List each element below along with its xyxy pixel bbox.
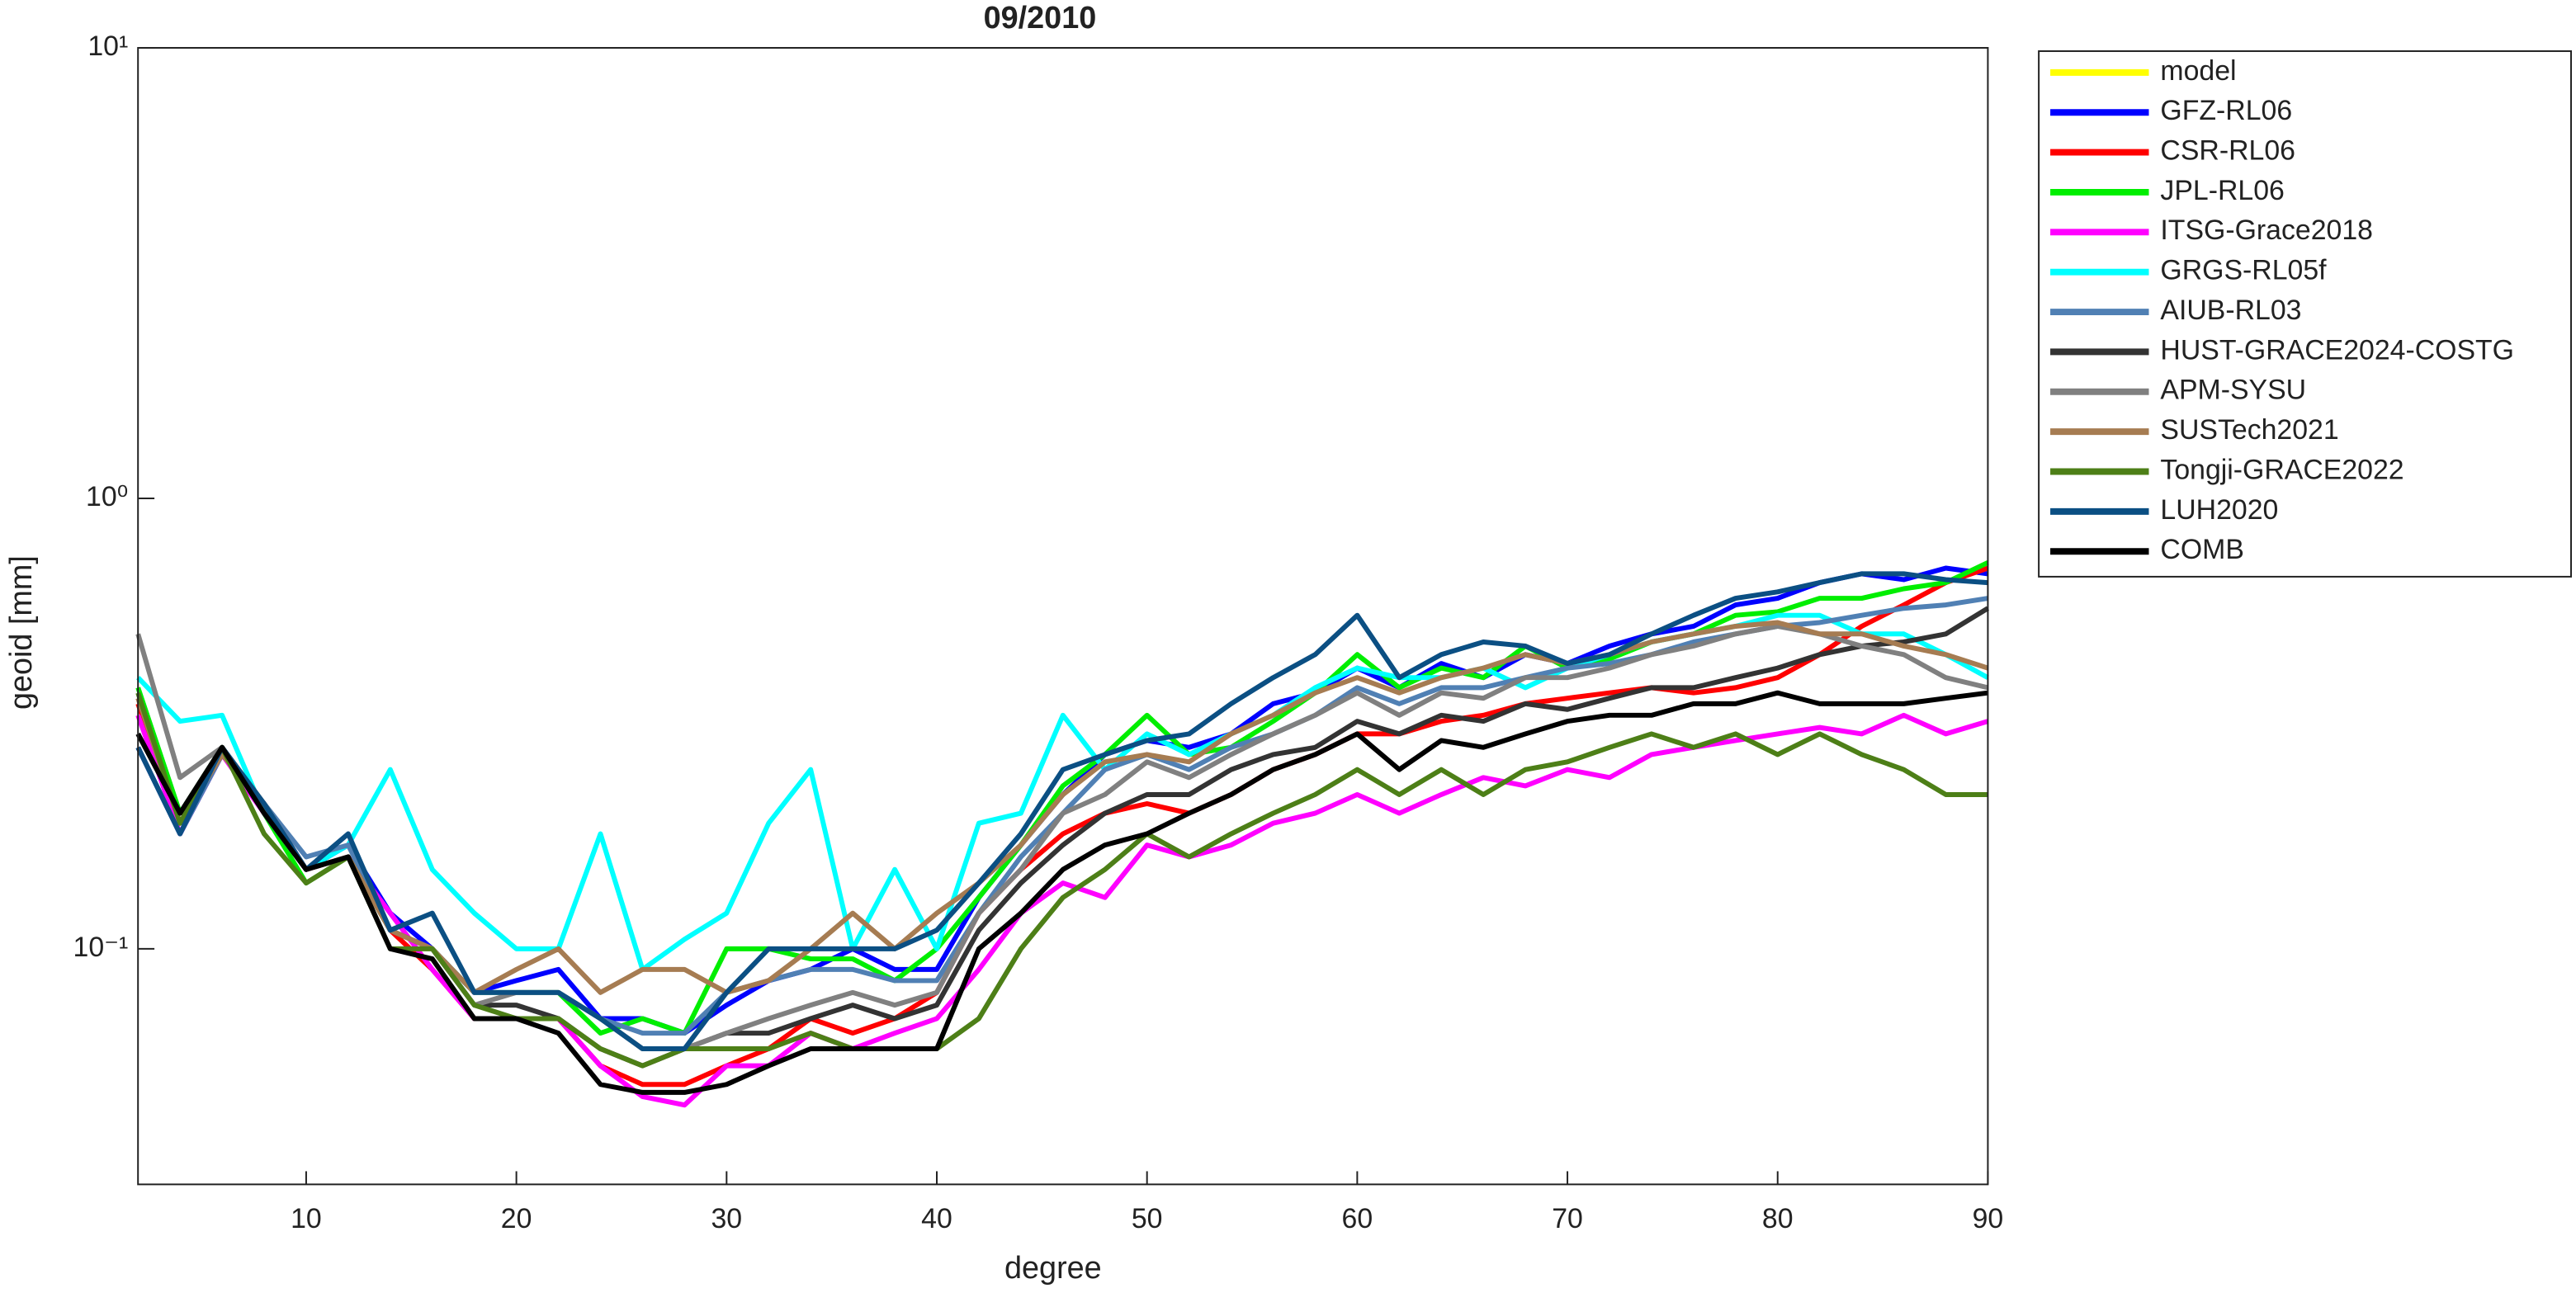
x-tick-label: 90 [1973,1203,2004,1234]
series-line [135,620,1989,995]
x-tick-label: 10 [291,1203,322,1234]
x-tick-label: 50 [1132,1203,1163,1234]
legend-label: GRGS-RL05f [2160,255,2327,286]
plot-area: 10 20 30 40 50 60 70 80 90 10⁻¹ 10⁰ 10¹ [73,31,2004,1234]
x-tick-label: 60 [1342,1203,1373,1234]
series-line [135,691,1988,1069]
legend-label: model [2160,55,2236,87]
legend-label: SUSTech2021 [2160,414,2338,446]
series-line [135,712,1989,1108]
legend-label: ITSG-Grace2018 [2160,215,2373,246]
legend-label: COMB [2160,534,2244,565]
y-tick-label: 10⁻¹ [73,932,129,963]
legend-label: HUST-GRACE2024-COSTG [2160,334,2514,366]
axes-box [137,46,1989,1186]
series-line [135,571,1988,1052]
y-tick-label: 10¹ [87,31,128,62]
y-axis-label: geoid [mm] [4,555,39,710]
y-tick-label: 10⁰ [86,481,128,512]
legend-label: APM-SYSU [2160,375,2306,406]
chart-title: 09/2010 [984,1,1097,35]
x-tick-label: 30 [711,1203,742,1234]
x-tick-label: 70 [1552,1203,1583,1234]
legend-label: CSR-RL06 [2160,135,2295,167]
x-tick-label: 80 [1762,1203,1794,1234]
x-axis-label: degree [1004,1251,1102,1286]
legend-label: LUH2020 [2160,494,2278,526]
series-line [135,690,1988,1095]
legend: model GFZ-RL06 CSR-RL06 JPL-RL06 ITSG-Grace2… [2050,55,2514,565]
legend-label: Tongji-GRACE2022 [2160,454,2403,485]
legend-label: AIUB-RL03 [2160,295,2301,326]
legend-label: JPL-RL06 [2160,175,2284,206]
x-tick-label: 20 [501,1203,532,1234]
legend-label: GFZ-RL06 [2160,95,2292,126]
x-tick-label: 40 [921,1203,952,1234]
